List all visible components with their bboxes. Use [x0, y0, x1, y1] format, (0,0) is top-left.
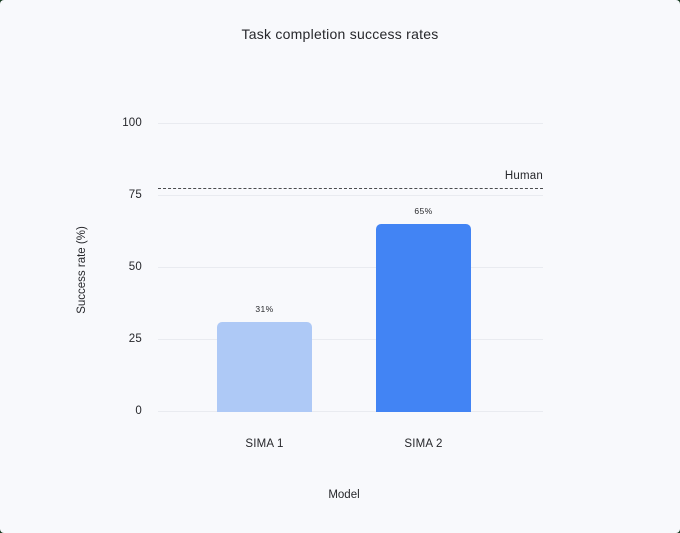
- gridline-y-50: [158, 266, 543, 268]
- gridline-y-0: [158, 410, 543, 412]
- gridline-y-100: [158, 122, 543, 124]
- bar-sima-1: [217, 321, 312, 413]
- gridline-y-75: [158, 194, 543, 196]
- gridline-y-25: [158, 338, 543, 340]
- human-reference-line: [158, 188, 543, 190]
- x-tick-label-2: SIMA 2: [404, 438, 443, 450]
- y-tick-label-50: 50: [128, 261, 142, 273]
- human-reference-label: Human: [504, 170, 543, 183]
- y-tick-label-100: 100: [122, 117, 142, 129]
- y-tick-label-25: 25: [128, 333, 142, 345]
- y-tick-label-0: 0: [135, 405, 142, 417]
- chart-title: Task completion success rates: [241, 26, 439, 42]
- x-tick-label-1: SIMA 1: [245, 438, 284, 450]
- y-tick-label-75: 75: [128, 189, 142, 201]
- bar-value-label-1: 31%: [255, 303, 274, 314]
- bar-sima-2: [376, 223, 471, 413]
- bar-value-label-2: 65%: [414, 205, 433, 216]
- x-axis-title: Model: [328, 489, 360, 501]
